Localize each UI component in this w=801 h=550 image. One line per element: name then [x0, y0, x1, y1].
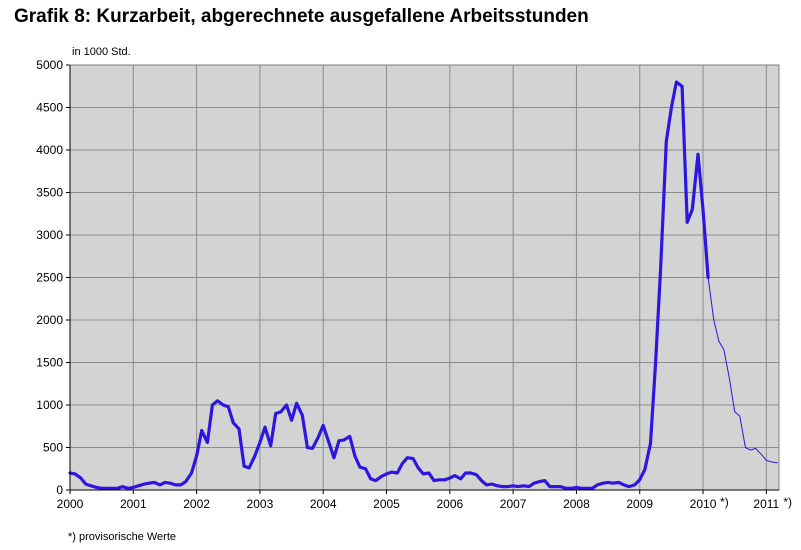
x-tick-label: 2000	[57, 497, 84, 511]
x-tick-label: 2008	[563, 497, 590, 511]
series-layer	[68, 80, 778, 490]
x-tick-label: 2001	[120, 497, 147, 511]
y-tick-label: 1000	[36, 398, 63, 412]
x-tick-label: 2002	[183, 497, 210, 511]
series-line-provisional	[707, 277, 778, 464]
y-tick-label: 4000	[36, 143, 63, 157]
series-line-final	[68, 80, 700, 490]
y-tick-label: 3500	[36, 186, 63, 200]
y-axis-unit-label: in 1000 Std.	[72, 46, 131, 58]
x-tick-label: 2007	[500, 497, 527, 511]
x-tick-label: 2004	[310, 497, 337, 511]
footnote: *) provisorische Werte	[68, 531, 176, 543]
series-line-final	[696, 152, 710, 280]
x-tick-label: 2009	[626, 497, 653, 511]
y-tick-label: 4500	[36, 101, 63, 115]
x-tick-label: 2010	[690, 497, 717, 511]
chart-title: Grafik 8: Kurzarbeit, abgerechnete ausge…	[14, 6, 589, 27]
axis-layer: 0 500 1000 1500 2000 2500 3000 3500 4000 4500 5000…	[36, 58, 792, 511]
y-tick-label: 1500	[36, 356, 63, 370]
y-tick-label: 3000	[36, 228, 63, 242]
x-tick-footnote-marker: *)	[783, 495, 792, 509]
y-tick-label: 2000	[36, 313, 63, 327]
y-tick-label: 500	[43, 441, 63, 455]
x-tick-label: 2006	[436, 497, 463, 511]
y-tick-label: 2500	[36, 271, 63, 285]
x-tick-label: 2005	[373, 497, 400, 511]
x-tick-footnote-marker: *)	[720, 495, 729, 509]
x-tick-label: 2011	[753, 497, 779, 511]
x-tick-label: 2003	[247, 497, 274, 511]
y-tick-label: 5000	[36, 58, 63, 72]
y-tick-label: 0	[56, 483, 63, 497]
grid-layer	[69, 64, 779, 491]
